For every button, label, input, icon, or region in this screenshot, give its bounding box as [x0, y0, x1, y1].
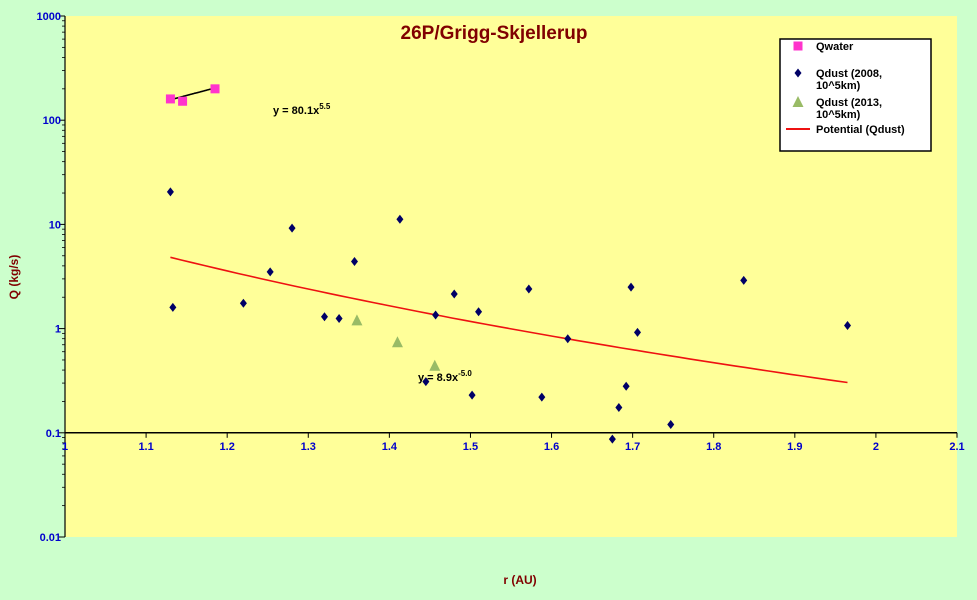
- trendlines: [170, 87, 848, 384]
- data-point-diamond: [564, 334, 572, 344]
- trendline-qwater: [170, 87, 216, 101]
- data-marks: [165, 84, 852, 444]
- legend-label: Qdust (2008,: [816, 68, 882, 80]
- data-point-diamond: [538, 392, 546, 402]
- y-axis-label: Q (kg/s): [7, 255, 21, 300]
- legend-label: Potential (Qdust): [816, 124, 905, 136]
- y-tick-label: 0.1: [46, 428, 61, 440]
- x-tick-label: 1.8: [706, 441, 721, 453]
- trend-equation: y = 80.1x5.5: [273, 102, 331, 117]
- data-point-diamond: [634, 327, 642, 337]
- legend-swatch: [794, 68, 802, 78]
- data-point-diamond: [627, 282, 635, 292]
- data-point-square: [210, 84, 220, 94]
- data-point-diamond: [422, 377, 430, 387]
- equation-exponent: 5.5: [319, 102, 331, 111]
- data-point-diamond: [239, 298, 247, 308]
- data-point-diamond: [266, 267, 274, 277]
- data-point-diamond: [169, 302, 177, 312]
- data-point-diamond: [288, 223, 296, 233]
- data-point-diamond: [622, 381, 630, 391]
- x-tick-label: 2: [873, 441, 879, 453]
- data-point-diamond: [525, 284, 533, 294]
- legend-swatch: [792, 96, 804, 107]
- chart-title: 26P/Grigg-Skjellerup: [401, 23, 588, 44]
- equation-exponent: -5.0: [458, 369, 472, 378]
- equation-base: y = 80.1x: [273, 105, 320, 117]
- trendline-qdust: [170, 256, 848, 384]
- legend-label: Qwater: [816, 41, 854, 53]
- data-point-triangle: [429, 359, 441, 371]
- x-tick-label: 1.1: [138, 441, 153, 453]
- legend-swatch: [793, 41, 803, 51]
- x-tick-label: 1.5: [463, 441, 478, 453]
- y-tick-label: 100: [43, 115, 61, 127]
- data-point-diamond: [396, 214, 404, 224]
- x-axis-label: r (AU): [503, 573, 536, 587]
- data-point-square: [178, 96, 188, 106]
- trend-equation: y = 8.9x-5.0: [418, 369, 472, 384]
- data-point-diamond: [432, 310, 440, 320]
- data-point-diamond: [844, 321, 852, 331]
- x-tick-label: 1.4: [382, 441, 398, 453]
- legend-box: [779, 38, 932, 152]
- equation-base: y = 8.9x: [418, 372, 459, 384]
- y-tick-label: 10: [49, 219, 61, 231]
- data-point-diamond: [350, 257, 358, 267]
- x-tick-label: 1.3: [301, 441, 316, 453]
- x-tick-label: 1.9: [787, 441, 802, 453]
- y-tick-label: 1000: [37, 11, 61, 23]
- legend-label-cont: 10^5km): [816, 80, 861, 92]
- data-point-diamond: [475, 307, 483, 317]
- data-point-diamond: [740, 275, 748, 285]
- data-point-diamond: [166, 187, 174, 197]
- y-tick-label: 1: [55, 324, 61, 336]
- data-point-diamond: [468, 390, 476, 400]
- data-point-diamond: [608, 434, 616, 444]
- x-tick-label: 1.2: [220, 441, 235, 453]
- data-point-triangle: [391, 336, 403, 348]
- axes: [59, 15, 958, 538]
- x-tick-label: 1.6: [544, 441, 559, 453]
- data-point-diamond: [320, 312, 328, 322]
- y-tick-label: 0.01: [40, 532, 61, 544]
- trend-equations: y = 8.9x-5.0 y = 80.1x5.5: [273, 102, 472, 384]
- x-tick-label: 1.7: [625, 441, 640, 453]
- data-point-diamond: [615, 402, 623, 412]
- data-point-diamond: [335, 314, 343, 324]
- data-point-diamond: [667, 420, 675, 430]
- data-point-square: [165, 94, 175, 104]
- x-tick-label: 1: [62, 441, 68, 453]
- legend-label-cont: 10^5km): [816, 109, 861, 121]
- legend-label: Qdust (2013,: [816, 97, 882, 109]
- data-point-diamond: [450, 289, 458, 299]
- data-point-triangle: [351, 314, 363, 326]
- x-tick-label: 2.1: [949, 441, 964, 453]
